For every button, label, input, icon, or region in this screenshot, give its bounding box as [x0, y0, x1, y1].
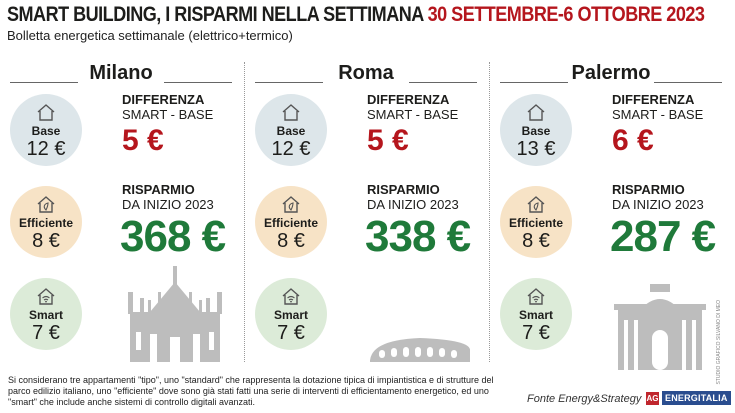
difference-label: DIFFERENZA [612, 92, 695, 107]
difference-value: 5 € [367, 124, 409, 157]
house-icon [37, 104, 55, 121]
duomo-illustration [128, 266, 222, 362]
base-circle: Base 13 € [500, 94, 572, 166]
divider [489, 62, 490, 362]
difference-value: 6 € [612, 124, 654, 157]
savings-value: 368 € [120, 212, 226, 261]
savings-label: RISPARMIO [612, 182, 685, 197]
colosseo-illustration [370, 338, 470, 362]
city-name: Milano [89, 62, 153, 84]
savings-value: 287 € [610, 212, 716, 261]
base-circle: Base 12 € [10, 94, 82, 166]
savings-label: RISPARMIO [122, 182, 195, 197]
smart-value: 7 € [522, 322, 550, 344]
smart-label: Smart [273, 308, 308, 322]
efficiente-value: 8 € [522, 230, 550, 252]
graphic-credit: STUDIO GRAFICO SILVANO DI MEO [716, 300, 722, 385]
difference-label: DIFFERENZA [122, 92, 205, 107]
savings-value: 338 € [365, 212, 471, 261]
logo-text: ENERGITALIA [662, 391, 731, 405]
difference-label: DIFFERENZA [367, 92, 450, 107]
efficiente-circle: Efficiente 8 € [500, 186, 572, 258]
base-circle: Base 12 € [255, 94, 327, 166]
base-label: Base [31, 124, 61, 138]
smart-value: 7 € [32, 322, 60, 344]
city-name: Roma [338, 62, 394, 84]
efficiente-value: 8 € [277, 230, 305, 252]
smart-label: Smart [518, 308, 553, 322]
divider [244, 62, 245, 362]
house-wifi-icon [282, 288, 300, 305]
efficiente-value: 8 € [32, 230, 60, 252]
efficiente-circle: Efficiente 8 € [255, 186, 327, 258]
city-panel-palermo: Palermo Base 13 € Efficiente 8 € Smart 7… [490, 52, 730, 370]
house-leaf-icon [37, 196, 55, 213]
base-value: 12 € [26, 138, 66, 160]
difference-sublabel: SMART - BASE [367, 107, 459, 122]
energitalia-logo: AG ENERGITALIA [646, 390, 731, 406]
city-header: Roma [255, 62, 477, 84]
house-icon [527, 104, 545, 121]
footnote: Si considerano tre appartamenti "tipo", … [8, 375, 494, 407]
smart-circle: Smart 7 € [255, 278, 327, 350]
difference-value: 5 € [122, 124, 164, 157]
efficiente-label: Efficiente [263, 216, 318, 230]
house-leaf-icon [527, 196, 545, 213]
smart-circle: Smart 7 € [10, 278, 82, 350]
efficiente-circle: Efficiente 8 € [10, 186, 82, 258]
savings-sublabel: DA INIZIO 2023 [367, 197, 459, 212]
page-title: SMART BUILDING, I RISPARMI NELLA SETTIMA… [7, 3, 705, 27]
base-value: 12 € [271, 138, 311, 160]
base-label: Base [521, 124, 551, 138]
title-main: SMART BUILDING, I RISPARMI NELLA SETTIMA… [7, 3, 424, 26]
savings-sublabel: DA INIZIO 2023 [122, 197, 214, 212]
city-name: Palermo [571, 62, 651, 84]
base-label: Base [276, 124, 306, 138]
difference-sublabel: SMART - BASE [612, 107, 704, 122]
city-panel-roma: Roma Base 12 € Efficiente 8 € Smart 7 € … [245, 52, 485, 370]
smart-circle: Smart 7 € [500, 278, 572, 350]
difference-sublabel: SMART - BASE [122, 107, 214, 122]
house-wifi-icon [527, 288, 545, 305]
source-text: Fonte Energy&Strategy [527, 393, 642, 405]
savings-label: RISPARMIO [367, 182, 440, 197]
efficiente-label: Efficiente [508, 216, 563, 230]
house-wifi-icon [37, 288, 55, 305]
efficiente-label: Efficiente [18, 216, 73, 230]
city-header: Palermo [500, 62, 722, 84]
city-header: Milano [10, 62, 232, 84]
title-dates: 30 SETTEMBRE-6 OTTOBRE 2023 [427, 3, 705, 26]
smart-value: 7 € [277, 322, 305, 344]
politeama-illustration [614, 284, 706, 370]
savings-sublabel: DA INIZIO 2023 [612, 197, 704, 212]
base-value: 13 € [516, 138, 556, 160]
smart-label: Smart [28, 308, 63, 322]
logo-mark: AG [646, 391, 659, 405]
house-leaf-icon [282, 196, 300, 213]
page-subtitle: Bolletta energetica settimanale (elettri… [7, 28, 293, 43]
city-panel-milano: Milano Base 12 € Efficiente 8 € Smart 7 … [0, 52, 240, 370]
house-icon [282, 104, 300, 121]
